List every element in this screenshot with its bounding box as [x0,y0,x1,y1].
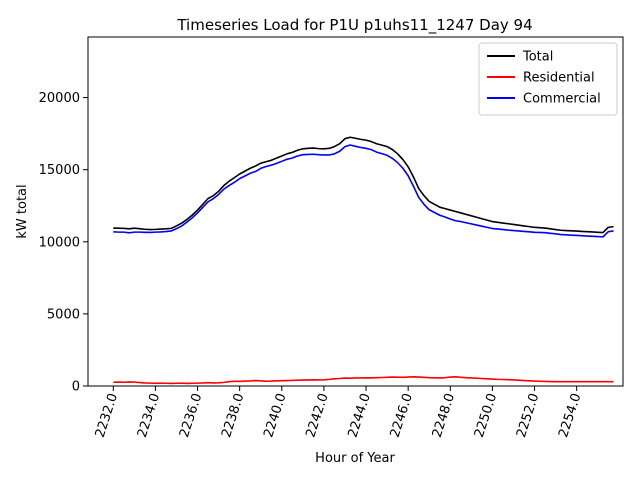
y-tick-label: 20000 [39,91,80,106]
plot-frame [87,36,624,387]
series-line-commercial [113,144,614,238]
y-tick-label: 0 [72,380,80,395]
y-tick-label: 5000 [47,307,80,322]
y-axis: 0 5000 10000 15000 20000 [39,91,88,395]
y-tick-label: 15000 [39,163,80,178]
legend-label-commercial: Commercial [523,92,601,107]
series-layer [113,136,614,385]
series-line-total [113,136,614,234]
y-axis-label: kW total [15,184,30,238]
x-axis-label: Hour of Year [315,451,395,466]
chart-title: Timeseries Load for P1U p1uhs11_1247 Day… [176,16,532,35]
series-line-residential [113,375,614,385]
y-tick-label: 10000 [39,235,80,250]
legend: Total Residential Commercial [478,42,618,116]
legend-label-total: Total [522,50,553,65]
legend-label-residential: Residential [523,71,595,86]
